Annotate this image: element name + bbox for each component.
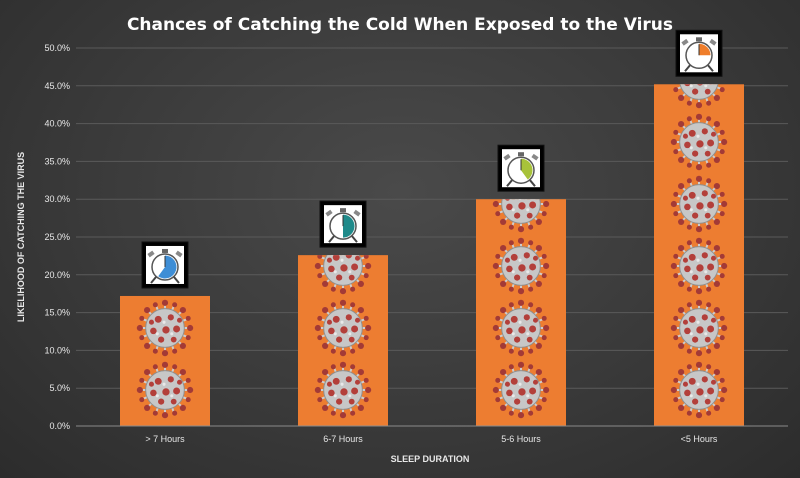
y-tick-label: 0.0% xyxy=(49,421,70,431)
stopwatch-icon xyxy=(497,144,545,192)
x-tick-label: <5 Hours xyxy=(681,434,718,444)
virus-icon xyxy=(136,299,194,357)
y-tick-label: 5.0% xyxy=(49,383,70,393)
stopwatch-icon xyxy=(319,200,367,248)
chart-title: Chances of Catching the Cold When Expose… xyxy=(127,15,673,35)
y-tick-label: 20.0% xyxy=(44,270,70,280)
y-axis-label: LIKELIHOOD OF CATCHING THE VIRUS xyxy=(16,152,26,322)
x-tick-label: 5-6 Hours xyxy=(501,434,541,444)
virus-icon xyxy=(670,113,728,171)
virus-icon xyxy=(670,175,728,233)
virus-icon xyxy=(492,237,550,295)
y-axis-ticks: 0.0% 5.0% 10.0% 15.0% 20.0% 25.0% 30.0% 35.0% 40… xyxy=(44,43,70,431)
y-tick-label: 35.0% xyxy=(44,156,70,166)
y-tick-label: 25.0% xyxy=(44,232,70,242)
bar-group xyxy=(654,29,744,427)
stopwatch-icon xyxy=(141,241,189,289)
x-tick-label: > 7 Hours xyxy=(145,434,185,444)
x-axis-label: SLEEP DURATION xyxy=(391,454,470,464)
y-tick-label: 15.0% xyxy=(44,308,70,318)
virus-icon xyxy=(314,299,372,357)
stopwatch-icon xyxy=(675,29,723,77)
y-tick-label: 30.0% xyxy=(44,194,70,204)
y-tick-label: 10.0% xyxy=(44,345,70,355)
virus-icon xyxy=(492,299,550,357)
y-tick-label: 40.0% xyxy=(44,119,70,129)
virus-icon xyxy=(314,361,372,419)
virus-icon xyxy=(492,361,550,419)
bar-group xyxy=(476,144,566,426)
y-tick-label: 45.0% xyxy=(44,81,70,91)
bar-group xyxy=(120,241,210,426)
virus-icon xyxy=(136,361,194,419)
virus-icon xyxy=(670,299,728,357)
virus-icon xyxy=(670,361,728,419)
bars xyxy=(120,29,744,427)
y-tick-label: 50.0% xyxy=(44,43,70,53)
virus-icon xyxy=(670,237,728,295)
x-tick-label: 6-7 Hours xyxy=(323,434,363,444)
x-axis-ticks: > 7 Hours 6-7 Hours 5-6 Hours <5 Hours xyxy=(145,434,718,444)
bar-group xyxy=(298,200,388,426)
